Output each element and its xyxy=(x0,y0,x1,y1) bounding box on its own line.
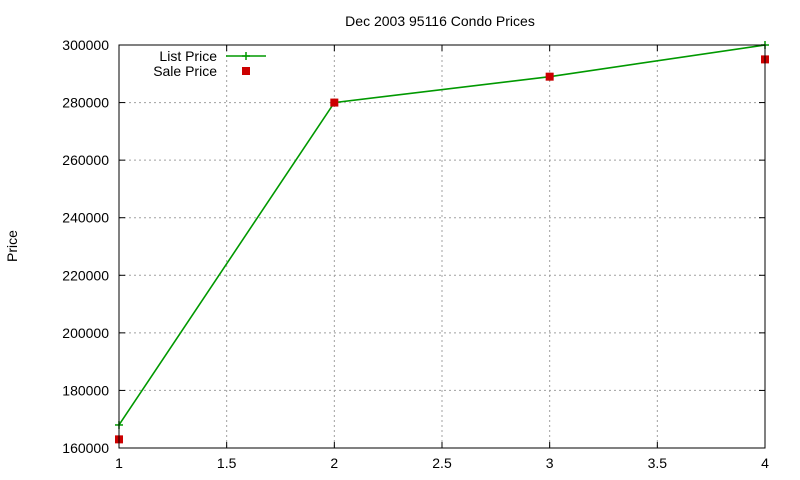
x-tick-label: 1 xyxy=(115,455,123,471)
x-tick-label: 2 xyxy=(330,455,338,471)
legend-label: Sale Price xyxy=(153,63,217,79)
axis-ticks: 1 1.5 2 2.5 3 3.5 4 160000 180000 200000 220000 240… xyxy=(62,37,769,471)
chart-title: Dec 2003 95116 Condo Prices xyxy=(345,13,535,29)
y-tick-label: 180000 xyxy=(62,382,109,398)
grid-lines xyxy=(119,45,765,448)
y-tick-label: 220000 xyxy=(62,267,109,283)
y-tick-label: 300000 xyxy=(62,37,109,53)
x-tick-label: 3 xyxy=(546,455,554,471)
y-tick-label: 240000 xyxy=(62,210,109,226)
x-tick-label: 4 xyxy=(761,455,769,471)
legend-plus-swatch xyxy=(242,52,250,60)
legend-square-swatch xyxy=(242,67,250,75)
y-axis-label: Price xyxy=(4,230,20,262)
x-tick-label: 2.5 xyxy=(432,455,452,471)
sale-price-point xyxy=(545,72,554,81)
y-tick-label: 160000 xyxy=(62,440,109,456)
sale-price-point xyxy=(330,98,339,107)
y-tick-label: 260000 xyxy=(62,152,109,168)
y-tick-label: 280000 xyxy=(62,95,109,111)
list-price-line xyxy=(118,44,766,426)
x-tick-label: 1.5 xyxy=(217,455,237,471)
y-tick-label: 200000 xyxy=(62,325,109,341)
legend-label: List Price xyxy=(159,48,217,64)
x-tick-label: 3.5 xyxy=(648,455,668,471)
